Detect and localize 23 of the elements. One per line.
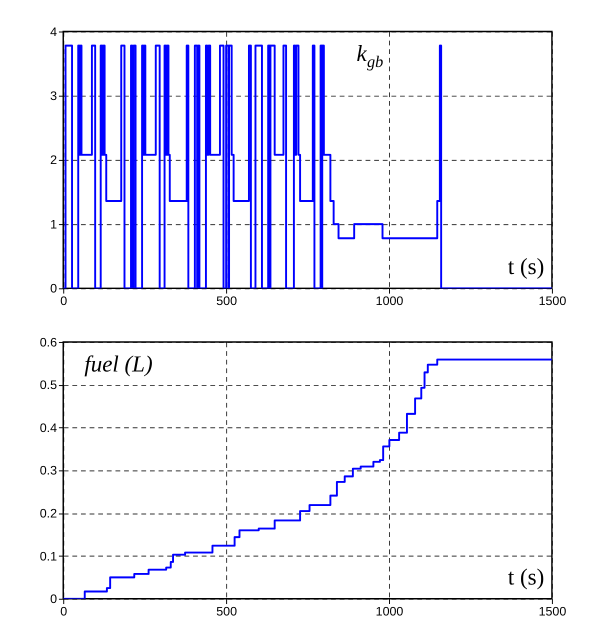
x-tick-label: 1500 — [538, 604, 566, 619]
y-tick-label: 0 — [50, 282, 58, 296]
x-tick-label: 0 — [60, 294, 68, 308]
y-tick-label: 0.2 — [40, 506, 58, 520]
y-axis-title: fuel (L) — [84, 352, 153, 377]
y-tick-label: 0.4 — [40, 420, 58, 435]
y-tick-label: 0.6 — [40, 335, 58, 350]
y-tick-label: 4 — [50, 24, 58, 39]
x-tick-label: 1000 — [376, 294, 404, 308]
y-tick-label: 0.5 — [40, 378, 58, 392]
x-tick-label: 1000 — [376, 604, 404, 619]
x-axis-title: t (s) — [508, 254, 544, 279]
y-tick-label: 2 — [50, 153, 58, 168]
y-tick-label: 3 — [50, 89, 58, 104]
x-tick-label: 0 — [60, 604, 68, 619]
y-tick-label: 1 — [50, 217, 58, 232]
x-tick-label: 1500 — [538, 294, 566, 308]
x-axis-title: t (s) — [508, 564, 544, 590]
y-tick-label: 0.3 — [40, 464, 58, 478]
y-tick-label: 0.1 — [40, 549, 58, 564]
x-tick-label: 500 — [216, 604, 238, 619]
y-tick-label: 0 — [50, 592, 58, 606]
x-tick-label: 500 — [216, 294, 238, 308]
